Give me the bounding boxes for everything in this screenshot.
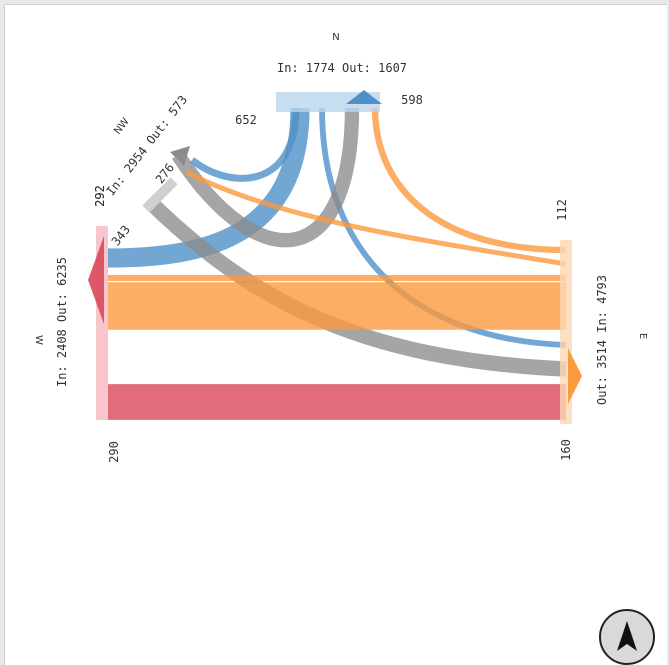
nw-count-a: 292 [93,185,107,207]
node-n[interactable] [276,92,380,112]
chart-frame [4,4,667,665]
north-arrow-icon [617,621,637,651]
node-n-arrow [346,90,382,104]
node-e-arrow [568,348,582,404]
n-title: N [332,32,339,43]
e-title: E [637,333,648,339]
w-title: W [33,335,44,345]
e-in-out-label: Out: 3514 In: 4793 [595,275,609,405]
e-top-count: 112 [555,199,569,221]
compass-button[interactable] [599,609,655,665]
nw-title: NW [112,116,131,137]
flow-e-to-nw[interactable] [184,169,567,267]
n-right-count: 598 [401,93,423,107]
node-nw-arrow [170,146,190,166]
nw-count-c: 343 [109,223,133,249]
node-nw[interactable] [142,177,178,213]
e-bottom-count: 160 [559,439,573,461]
w-top-count: 292 [93,185,107,207]
flow-e-to-n[interactable] [371,107,567,254]
nw-in-out-label: In: 2954 Out: 573 [104,93,191,198]
flow-links [107,107,567,420]
w-bottom-count: 290 [107,441,121,463]
flow-n-to-e[interactable] [319,107,567,348]
direction-nodes [88,90,582,424]
w-in-out-label: In: 2408 Out: 6235 [55,257,69,387]
node-w-arrow [88,236,104,324]
n-left-count: 652 [235,113,257,127]
flow-nw-to-n[interactable] [172,107,360,248]
flow-n-to-w[interactable] [107,107,310,268]
n-in-out-label: In: 1774 Out: 1607 [277,61,407,75]
